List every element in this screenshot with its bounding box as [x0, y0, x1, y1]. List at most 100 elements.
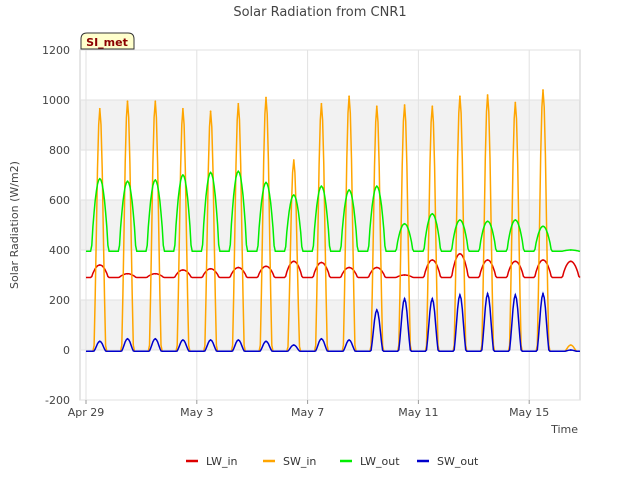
data-point-sw-in [348, 95, 350, 98]
data-point-lw-out [182, 174, 184, 176]
data-point-sw-out [403, 297, 406, 300]
y-axis-label: Solar Radiation (W/m2) [8, 161, 21, 289]
data-point-sw-out [514, 294, 517, 296]
data-point-lw-out [514, 219, 517, 221]
data-point-sw-out [459, 294, 461, 296]
series-line-sw-out [86, 291, 580, 353]
data-point-sw-out [348, 339, 350, 341]
data-point-sw-out [569, 349, 572, 351]
legend-label: SW_out [437, 455, 479, 468]
x-tick-label: May 3 [180, 406, 213, 419]
data-point-lw-in [237, 266, 240, 269]
y-tick-label: 400 [49, 244, 70, 257]
data-point-lw-in [320, 261, 323, 264]
series-layer [86, 89, 581, 353]
data-point-lw-out [375, 185, 378, 188]
data-point-sw-out [154, 337, 157, 340]
data-point-sw-in [514, 101, 517, 104]
plot-bands [80, 100, 580, 350]
x-tick-label: May 11 [398, 406, 438, 419]
station-badge-label: SI_met [86, 36, 128, 49]
data-point-sw-in [292, 159, 295, 161]
data-point-lw-in [569, 260, 572, 263]
data-point-lw-in [375, 266, 378, 269]
data-point-lw-in [486, 259, 489, 261]
y-tick-label: 800 [49, 144, 70, 157]
data-point-sw-in [209, 110, 212, 113]
y-tick-label: 200 [49, 294, 70, 307]
data-point-lw-out [237, 170, 240, 173]
x-axis-ticks: Apr 29 May 3 May 7 May 11 May 15 [68, 400, 549, 419]
y-axis-ticks: -200 0 200 400 600 800 1000 1200 [42, 44, 70, 407]
legend-item: LW_in [186, 455, 238, 468]
chart-title: Solar Radiation from CNR1 [233, 5, 406, 20]
legend-item: SW_out [417, 455, 479, 468]
data-point-sw-in [486, 94, 489, 96]
y-tick-label: 1000 [42, 94, 70, 107]
y-tick-label: 600 [49, 194, 70, 207]
data-point-sw-out [126, 337, 129, 340]
legend-label: LW_out [360, 455, 400, 468]
data-point-lw-out [265, 181, 267, 184]
data-point-lw-in [182, 269, 184, 271]
series-line-lw-in [86, 253, 581, 279]
data-point-sw-in [542, 89, 544, 91]
data-point-sw-in [126, 100, 129, 103]
data-point-sw-out [237, 339, 240, 341]
data-point-sw-in [569, 344, 572, 346]
x-tick-label: May 15 [509, 406, 549, 419]
x-axis-label: Time [550, 423, 578, 436]
plot-band [80, 300, 580, 350]
data-point-lw-out [459, 219, 461, 221]
data-point-lw-in [265, 265, 267, 268]
data-point-lw-out [569, 249, 572, 251]
legend-label: LW_in [206, 455, 238, 468]
data-point-sw-in [431, 105, 434, 108]
data-point-sw-out [209, 339, 212, 341]
data-point-lw-in [514, 260, 517, 263]
y-tick-label: 1200 [42, 44, 70, 57]
y-tick-label: 0 [63, 344, 70, 357]
data-point-sw-out [375, 309, 378, 311]
data-point-sw-out [542, 292, 544, 295]
data-point-sw-in [403, 104, 406, 106]
data-point-sw-in [375, 105, 378, 108]
y-tick-label: -200 [45, 394, 70, 407]
data-point-lw-in [542, 259, 544, 261]
data-point-sw-in [98, 107, 101, 110]
data-point-lw-out [542, 225, 544, 228]
data-point-sw-out [486, 292, 489, 295]
data-point-lw-out [154, 179, 157, 181]
data-point-sw-in [237, 102, 240, 105]
data-point-sw-in [320, 102, 323, 105]
data-point-sw-out [182, 339, 184, 341]
data-point-lw-in [126, 272, 129, 275]
data-point-lw-out [431, 212, 434, 215]
data-point-lw-in [98, 264, 101, 266]
data-point-lw-in [459, 252, 461, 255]
legend-item: LW_out [340, 455, 400, 468]
data-point-lw-in [154, 272, 157, 275]
data-point-lw-out [320, 185, 323, 188]
data-point-sw-out [431, 297, 434, 300]
data-point-lw-out [348, 189, 350, 191]
data-point-lw-out [486, 220, 489, 223]
data-point-lw-out [126, 180, 129, 183]
series-line-lw-out [86, 170, 581, 253]
data-point-sw-out [320, 337, 323, 340]
data-point-lw-out [209, 171, 212, 174]
data-point-sw-in [459, 95, 461, 98]
data-point-lw-in [209, 267, 212, 270]
data-point-lw-in [431, 259, 434, 261]
station-badge: SI_met [80, 32, 135, 50]
plot-band [80, 100, 580, 150]
data-point-lw-in [348, 266, 350, 269]
data-point-sw-in [154, 100, 157, 103]
data-point-lw-out [403, 222, 406, 225]
data-point-lw-out [292, 194, 295, 196]
data-point-sw-out [292, 344, 295, 346]
data-point-lw-in [403, 274, 406, 276]
data-point-sw-in [265, 96, 267, 99]
x-tick-label: Apr 29 [68, 406, 105, 419]
data-point-sw-out [98, 340, 101, 343]
